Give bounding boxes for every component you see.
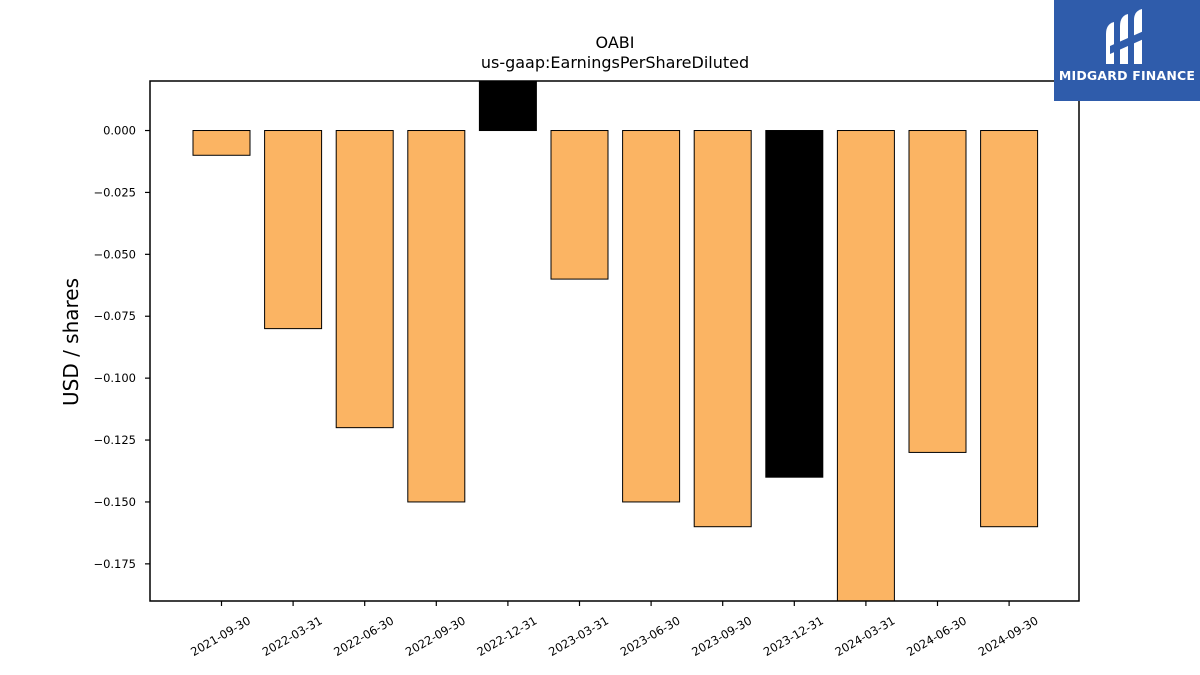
y-tick-label: −0.125 [93,433,136,447]
midgard-finance-logo: MIDGARD FINANCE [1054,0,1200,101]
bar-2022-06-30 [335,130,394,429]
bar-2021-09-30 [192,130,251,156]
y-tick-label: −0.025 [93,185,136,199]
bar-2024-03-31 [836,130,895,601]
y-tick-label: 0.000 [103,124,136,138]
bar-2024-06-30 [908,130,967,453]
bar-2024-09-30 [980,130,1039,528]
bar-2023-12-31 [765,130,824,478]
y-axis-ticks: 0.000 −0.025 −0.050 −0.075 −0.100 −0.125 −0.15… [93,124,150,571]
x-axis-ticks: 2021-09-30 2022-03-31 2022-06-30 2022-09-30… [188,601,1041,659]
bar-2023-03-31 [550,130,609,280]
y-tick-label: −0.075 [93,309,136,323]
bars-group [192,81,1039,601]
y-axis-label: USD / shares [59,278,83,406]
chart-subtitle: us-gaap:EarningsPerShareDiluted [481,53,749,72]
y-tick-label: −0.100 [93,371,136,385]
x-tick-label: 2024-06-30 [904,613,969,659]
y-tick-label: −0.150 [93,495,136,509]
chart-title: OABI [596,33,635,52]
x-tick-label: 2022-03-31 [260,613,325,659]
x-tick-label: 2022-12-31 [475,613,540,659]
bar-2022-12-31 [478,81,537,132]
y-tick-label: −0.050 [93,247,136,261]
x-tick-label: 2022-09-30 [403,613,468,659]
x-tick-label: 2023-09-30 [689,613,754,659]
x-tick-label: 2021-09-30 [188,613,253,659]
x-tick-label: 2024-09-30 [976,613,1041,659]
x-tick-label: 2023-03-31 [546,613,611,659]
bar-2023-09-30 [693,130,752,528]
bar-2022-03-31 [264,130,323,330]
plot-area-frame [149,80,1080,602]
y-tick-label: −0.175 [93,557,136,571]
x-tick-label: 2022-06-30 [331,613,396,659]
x-tick-label: 2024-03-31 [833,613,898,659]
x-tick-label: 2023-06-30 [618,613,683,659]
bar-2023-06-30 [622,130,681,503]
x-tick-label: 2023-12-31 [761,613,826,659]
bar-2022-09-30 [407,130,466,503]
logo-text: MIDGARD FINANCE [1058,68,1196,83]
midgard-m-logo-icon [1106,9,1146,64]
